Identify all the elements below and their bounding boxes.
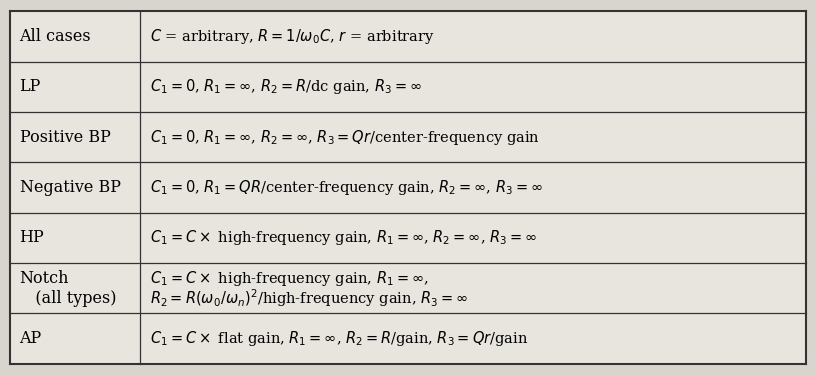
Text: $C_1 = C \times$ high-frequency gain, $R_1 = \infty$,: $C_1 = C \times$ high-frequency gain, $R… [150, 268, 429, 288]
Text: AP: AP [20, 330, 42, 347]
Text: $C_1 = 0$, $R_1 = \infty$, $R_2 = R$/dc gain, $R_3 = \infty$: $C_1 = 0$, $R_1 = \infty$, $R_2 = R$/dc … [150, 77, 422, 96]
Text: $C$ = arbitrary, $R = 1/\omega_0 C$, $r$ = arbitrary: $C$ = arbitrary, $R = 1/\omega_0 C$, $r$… [150, 27, 435, 46]
Text: Notch: Notch [20, 270, 69, 286]
Text: Positive BP: Positive BP [20, 129, 110, 146]
Text: $C_1 = C \times$ flat gain, $R_1 = \infty$, $R_2 = R$/gain, $R_3 = Qr$/gain: $C_1 = C \times$ flat gain, $R_1 = \inft… [150, 329, 529, 348]
Text: All cases: All cases [20, 28, 91, 45]
Text: $R_2 = R(\omega_0/\omega_n)^2$/high-frequency gain, $R_3 = \infty$: $R_2 = R(\omega_0/\omega_n)^2$/high-freq… [150, 287, 468, 309]
Text: (all types): (all types) [20, 290, 116, 307]
Text: LP: LP [20, 78, 41, 95]
Text: $C_1 = 0$, $R_1 = \infty$, $R_2 = \infty$, $R_3 = Qr$/center-frequency gain: $C_1 = 0$, $R_1 = \infty$, $R_2 = \infty… [150, 128, 540, 147]
Text: $C_1 = C \times$ high-frequency gain, $R_1 = \infty$, $R_2 = \infty$, $R_3 = \in: $C_1 = C \times$ high-frequency gain, $R… [150, 228, 537, 248]
Text: HP: HP [20, 230, 44, 246]
Text: $C_1 = 0$, $R_1 = QR$/center-frequency gain, $R_2 = \infty$, $R_3 = \infty$: $C_1 = 0$, $R_1 = QR$/center-frequency g… [150, 178, 543, 197]
Text: Negative BP: Negative BP [20, 179, 121, 196]
